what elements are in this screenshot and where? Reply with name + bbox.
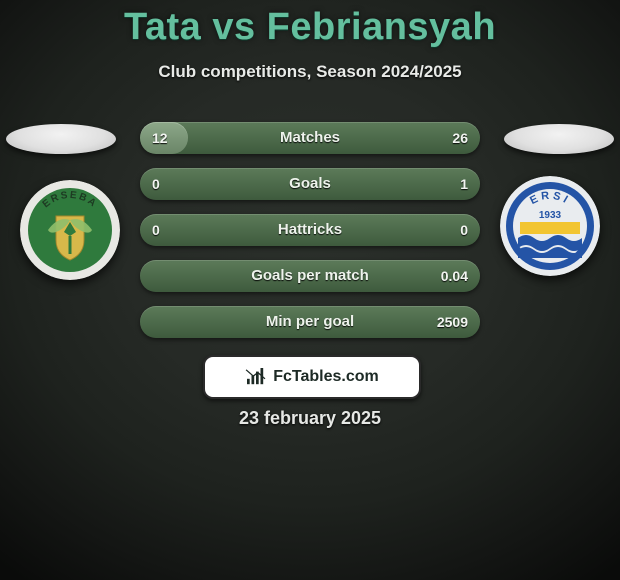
stat-bar-goals: 0 Goals 1 (140, 168, 480, 200)
stat-bar-min-per-goal: Min per goal 2509 (140, 306, 480, 338)
brand-badge: FcTables.com (203, 355, 421, 399)
page-title: Tata vs Febriansyah (0, 6, 620, 49)
stat-value-right: 0.04 (441, 260, 468, 292)
svg-text:1933: 1933 (539, 210, 562, 221)
comparison-infographic: Tata vs Febriansyah Club competitions, S… (0, 0, 620, 580)
stat-label: Min per goal (140, 306, 480, 338)
stat-bar-hattricks: 0 Hattricks 0 (140, 214, 480, 246)
stat-value-right: 2509 (437, 306, 468, 338)
stat-bar-matches: 12 Matches 26 (140, 122, 480, 154)
left-team-pill (6, 124, 116, 154)
right-team-pill (504, 124, 614, 154)
stat-label: Goals (140, 168, 480, 200)
stat-label: Hattricks (140, 214, 480, 246)
left-team-crest: ERSEBA (20, 180, 120, 280)
stat-bar-goals-per-match: Goals per match 0.04 (140, 260, 480, 292)
stat-value-right: 1 (460, 168, 468, 200)
stat-value-right: 0 (460, 214, 468, 246)
bar-chart-icon (245, 368, 267, 386)
page-subtitle: Club competitions, Season 2024/2025 (0, 62, 620, 82)
crest-persebaya-icon: ERSEBA (20, 180, 120, 280)
stat-value-right: 26 (452, 122, 468, 154)
brand-text: FcTables.com (273, 368, 379, 386)
stat-label: Goals per match (140, 260, 480, 292)
right-team-crest: ERSI 1933 (500, 176, 600, 276)
generated-date: 23 february 2025 (0, 408, 620, 429)
crest-persib-icon: ERSI 1933 (500, 176, 600, 276)
stat-label: Matches (140, 122, 480, 154)
